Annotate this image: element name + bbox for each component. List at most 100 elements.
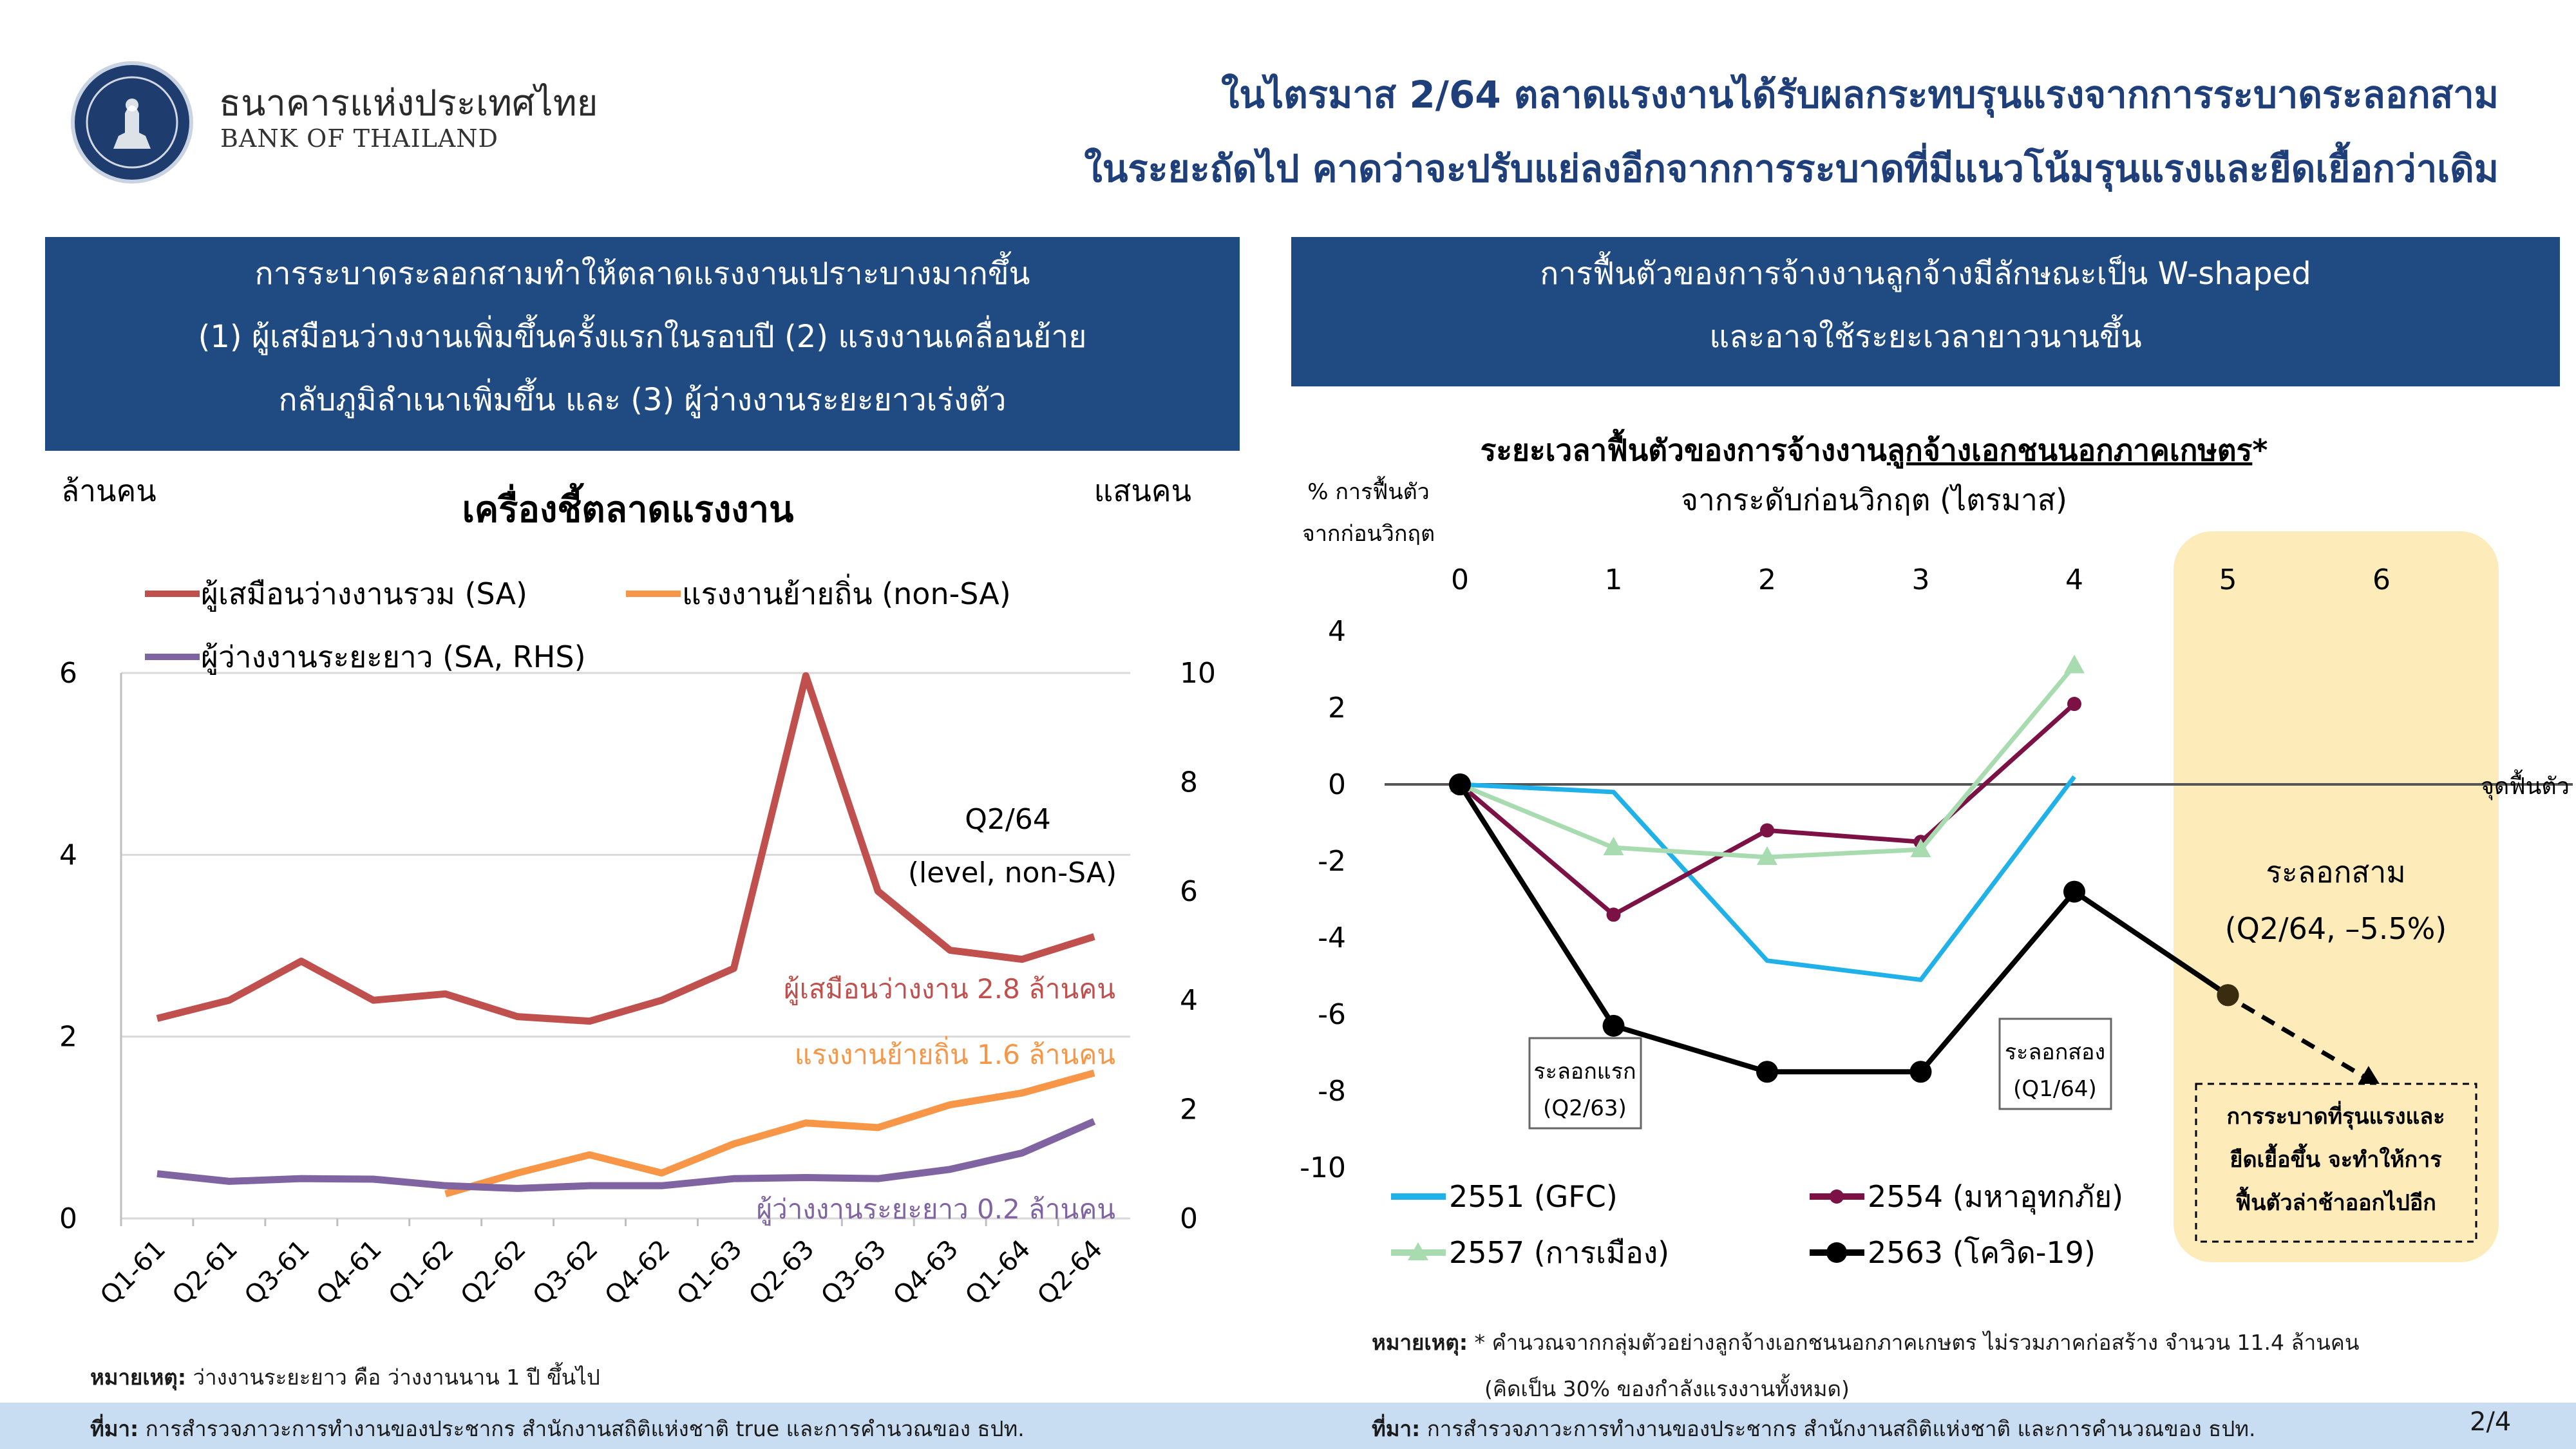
- forecast-note-line-2: ยืดเยื้อขึ้น จะทำให้การ: [2230, 1143, 2442, 1173]
- x-tick-label: Q3-63: [815, 1235, 892, 1311]
- wave3-label: ระลอกสาม: [2266, 855, 2405, 889]
- left-banner-line-3: กลับภูมิลำเนาเพิ่มขึ้น และ (3) ผู้ว่างงา…: [278, 382, 1007, 418]
- left-footnote: หมายเหตุ: ว่างงานระยะยาว คือ ว่างงานนาน …: [90, 1360, 600, 1394]
- series-point-covid: [1756, 1061, 1778, 1083]
- right-source: ที่มา: การสำรวจภาวะการทำงานของประชากร สำ…: [1372, 1412, 2256, 1446]
- recovery-y-tick-label: 0: [1328, 768, 1346, 801]
- series-point-politics: [1603, 837, 1624, 856]
- x-tick-label: Q1-64: [960, 1235, 1036, 1311]
- forecast-arrow-head: [2356, 1066, 2382, 1088]
- right-banner-line-2: และอาจใช้ระยะเวลายาวนานขึ้น: [1709, 319, 2142, 355]
- legend-label-migrant: แรงงานย้ายถิ่น (non-SA): [682, 573, 1011, 611]
- left-y-tick-label: 6: [59, 657, 77, 690]
- left-y-axis-title: ล้านคน: [61, 473, 156, 508]
- left-chart-title: เครื่องชี้ตลาดแรงงาน: [462, 483, 794, 531]
- legend-label-covid: 2563 (โควิด-19): [1868, 1235, 2096, 1270]
- labor-market-chart: ล้านคน แสนคน เครื่องชี้ตลาดแรงงาน 0 2 4 6 0…: [59, 473, 1216, 1311]
- wave3-value: (Q2/64, –5.5%): [2225, 911, 2447, 946]
- x-tick-label: Q4-63: [887, 1235, 964, 1311]
- q2-64-note-title: Q2/64: [965, 803, 1050, 836]
- x-tick-label: Q4-61: [311, 1235, 388, 1311]
- recovery-y-tick-label: -6: [1318, 998, 1346, 1031]
- legend-label-gfc: 2551 (GFC): [1449, 1179, 1618, 1214]
- left-banner-line-2: (1) ผู้เสมือนว่างงานเพิ่มขึ้นครั้งแรกในร…: [198, 319, 1087, 355]
- series-point-flood: [1606, 907, 1621, 922]
- right-chart-subtitle: จากระดับก่อนวิกฤต (ไตรมาส): [1681, 482, 2067, 517]
- forecast-note-box: [2195, 1083, 2477, 1243]
- left-source-label: ที่มา:: [90, 1416, 139, 1441]
- left-banner-line-1: การระบาดระลอกสามทำให้ตลาดแรงงานเปราะบางม…: [254, 256, 1030, 292]
- legend-label-flood: 2554 (มหาอุทกภัย): [1868, 1179, 2123, 1215]
- recovery-x-tick-label: 4: [2065, 564, 2083, 596]
- bank-name-th: ธนาคารแห่งประเทศไทย: [219, 82, 598, 124]
- left-source-text: การสำรวจภาวะการทำงานของประชากร สำนักงานส…: [138, 1416, 1025, 1441]
- wave1-annotation-box: [1528, 1037, 1642, 1130]
- page-number: 2/4: [2470, 1407, 2512, 1437]
- recovery-y-tick-label: -2: [1318, 845, 1346, 878]
- footer-bar: [0, 1403, 2576, 1449]
- left-summary-banner: การระบาดระลอกสามทำให้ตลาดแรงงานเปราะบางม…: [45, 237, 1240, 451]
- recovery-x-tick-label: 5: [2219, 564, 2237, 596]
- legend-marker-flood: [1830, 1189, 1844, 1204]
- right-y-tick-label: 2: [1180, 1094, 1198, 1126]
- x-tick-label: Q1-62: [383, 1235, 460, 1311]
- recovery-point-label: จุดฟื้นตัว: [2481, 769, 2570, 800]
- wave2-date: (Q1/64): [2013, 1076, 2097, 1102]
- forecast-highlight-zone: [2174, 531, 2499, 1262]
- series-point-wave3: [2217, 984, 2239, 1007]
- right-source-label: ที่มา:: [1372, 1416, 1421, 1441]
- recovery-x-tick-label: 3: [1912, 564, 1930, 596]
- wave2-label: ระลอกสอง: [2005, 1039, 2105, 1065]
- x-tick-label: Q4-62: [600, 1235, 676, 1311]
- recovery-y-tick-label: 2: [1328, 692, 1346, 724]
- right-footnote: หมายเหตุ: * คำนวณจากกลุ่มตัวอย่างลูกจ้าง…: [1372, 1325, 2359, 1359]
- series-point-covid: [2063, 880, 2085, 903]
- forecast-arrow: [2240, 1003, 2370, 1082]
- recovery-x-tick-label: 1: [1605, 564, 1623, 596]
- legend-label-politics: 2557 (การเมือง): [1449, 1235, 1669, 1270]
- employment-recovery-chart: ระยะเวลาฟื้นตัวของการจ้างงานลูกจ้างเอกชน…: [1300, 428, 2573, 1270]
- left-y-tick-label: 4: [59, 838, 77, 871]
- right-footnote-text-1: * คำนวณจากกลุ่มตัวอย่างลูกจ้างเอกชนนอกภา…: [1468, 1330, 2360, 1355]
- right-y-axis-title-2: จากก่อนวิกฤต: [1302, 521, 1435, 547]
- legend-marker-politics: [1408, 1242, 1428, 1260]
- right-source-text: การสำรวจภาวะการทำงานของประชากร สำนักงานส…: [1420, 1416, 2256, 1441]
- legend-label-quasi-unemployed: ผู้เสมือนว่างงานรวม (SA): [201, 576, 527, 612]
- recovery-x-tick-label: 6: [2372, 564, 2391, 596]
- bank-logo-block: ธนาคารแห่งประเทศไทย BANK OF THAILAND: [71, 61, 650, 190]
- forecast-note-line-3: ฟื้นตัวล่าช้าออกไปอีก: [2235, 1186, 2436, 1216]
- headline-line-2: ในระยะถัดไป คาดว่าจะปรับแย่ลงอีกจากการระ…: [1084, 147, 2499, 191]
- right-y-tick-label: 4: [1180, 984, 1198, 1017]
- recovery-y-tick-label: -4: [1318, 922, 1346, 954]
- left-footnote-label: หมายเหตุ:: [90, 1365, 187, 1390]
- right-footnote-label: หมายเหตุ:: [1372, 1330, 1468, 1355]
- x-tick-label: Q2-63: [743, 1235, 820, 1311]
- x-tick-label: Q1-61: [95, 1235, 171, 1311]
- x-tick-label: Q1-63: [671, 1235, 748, 1311]
- series-point-politics: [1910, 838, 1931, 858]
- bank-name-en: BANK OF THAILAND: [220, 124, 499, 153]
- label-quasi-unemployed-level: ผู้เสมือนว่างงาน 2.8 ล้านคน: [784, 973, 1115, 1005]
- legend-marker-covid: [1826, 1242, 1847, 1263]
- recovery-y-tick-label: -8: [1318, 1075, 1346, 1108]
- left-y-tick-label: 0: [59, 1202, 77, 1235]
- series-point-flood: [2067, 697, 2081, 712]
- bank-seal-logo: [71, 61, 193, 184]
- right-footnote-line-2: (คิดเป็น 30% ของกำลังแรงงานทั้งหมด): [1484, 1376, 1850, 1401]
- wave2-annotation-box: [1998, 1018, 2112, 1110]
- right-y-tick-label: 8: [1180, 766, 1198, 799]
- right-chart-title: ระยะเวลาฟื้นตัวของการจ้างงานลูกจ้างเอกชน…: [1481, 428, 2268, 469]
- right-summary-banner: การฟื้นตัวของการจ้างงานลูกจ้างมีลักษณะเป…: [1291, 237, 2560, 386]
- x-tick-label: Q2-61: [167, 1235, 243, 1311]
- wave1-date: (Q2/63): [1543, 1095, 1627, 1121]
- right-banner-line-1: การฟื้นตัวของการจ้างงานลูกจ้างมีลักษณะเป…: [1540, 256, 2311, 292]
- series-line-flood: [1458, 702, 2076, 917]
- x-tick-label: Q3-62: [527, 1235, 604, 1311]
- label-long-term-level: ผู้ว่างงานระยะยาว 0.2 ล้านคน: [757, 1193, 1115, 1226]
- right-y-tick-label: 0: [1180, 1202, 1198, 1235]
- x-tick-label: Q3-61: [239, 1235, 316, 1311]
- q2-64-note-sub: (level, non-SA): [908, 857, 1117, 889]
- series-point-politics: [1757, 846, 1777, 866]
- recovery-x-tick-label: 0: [1451, 564, 1469, 596]
- series-line-long-term: [156, 1118, 1096, 1192]
